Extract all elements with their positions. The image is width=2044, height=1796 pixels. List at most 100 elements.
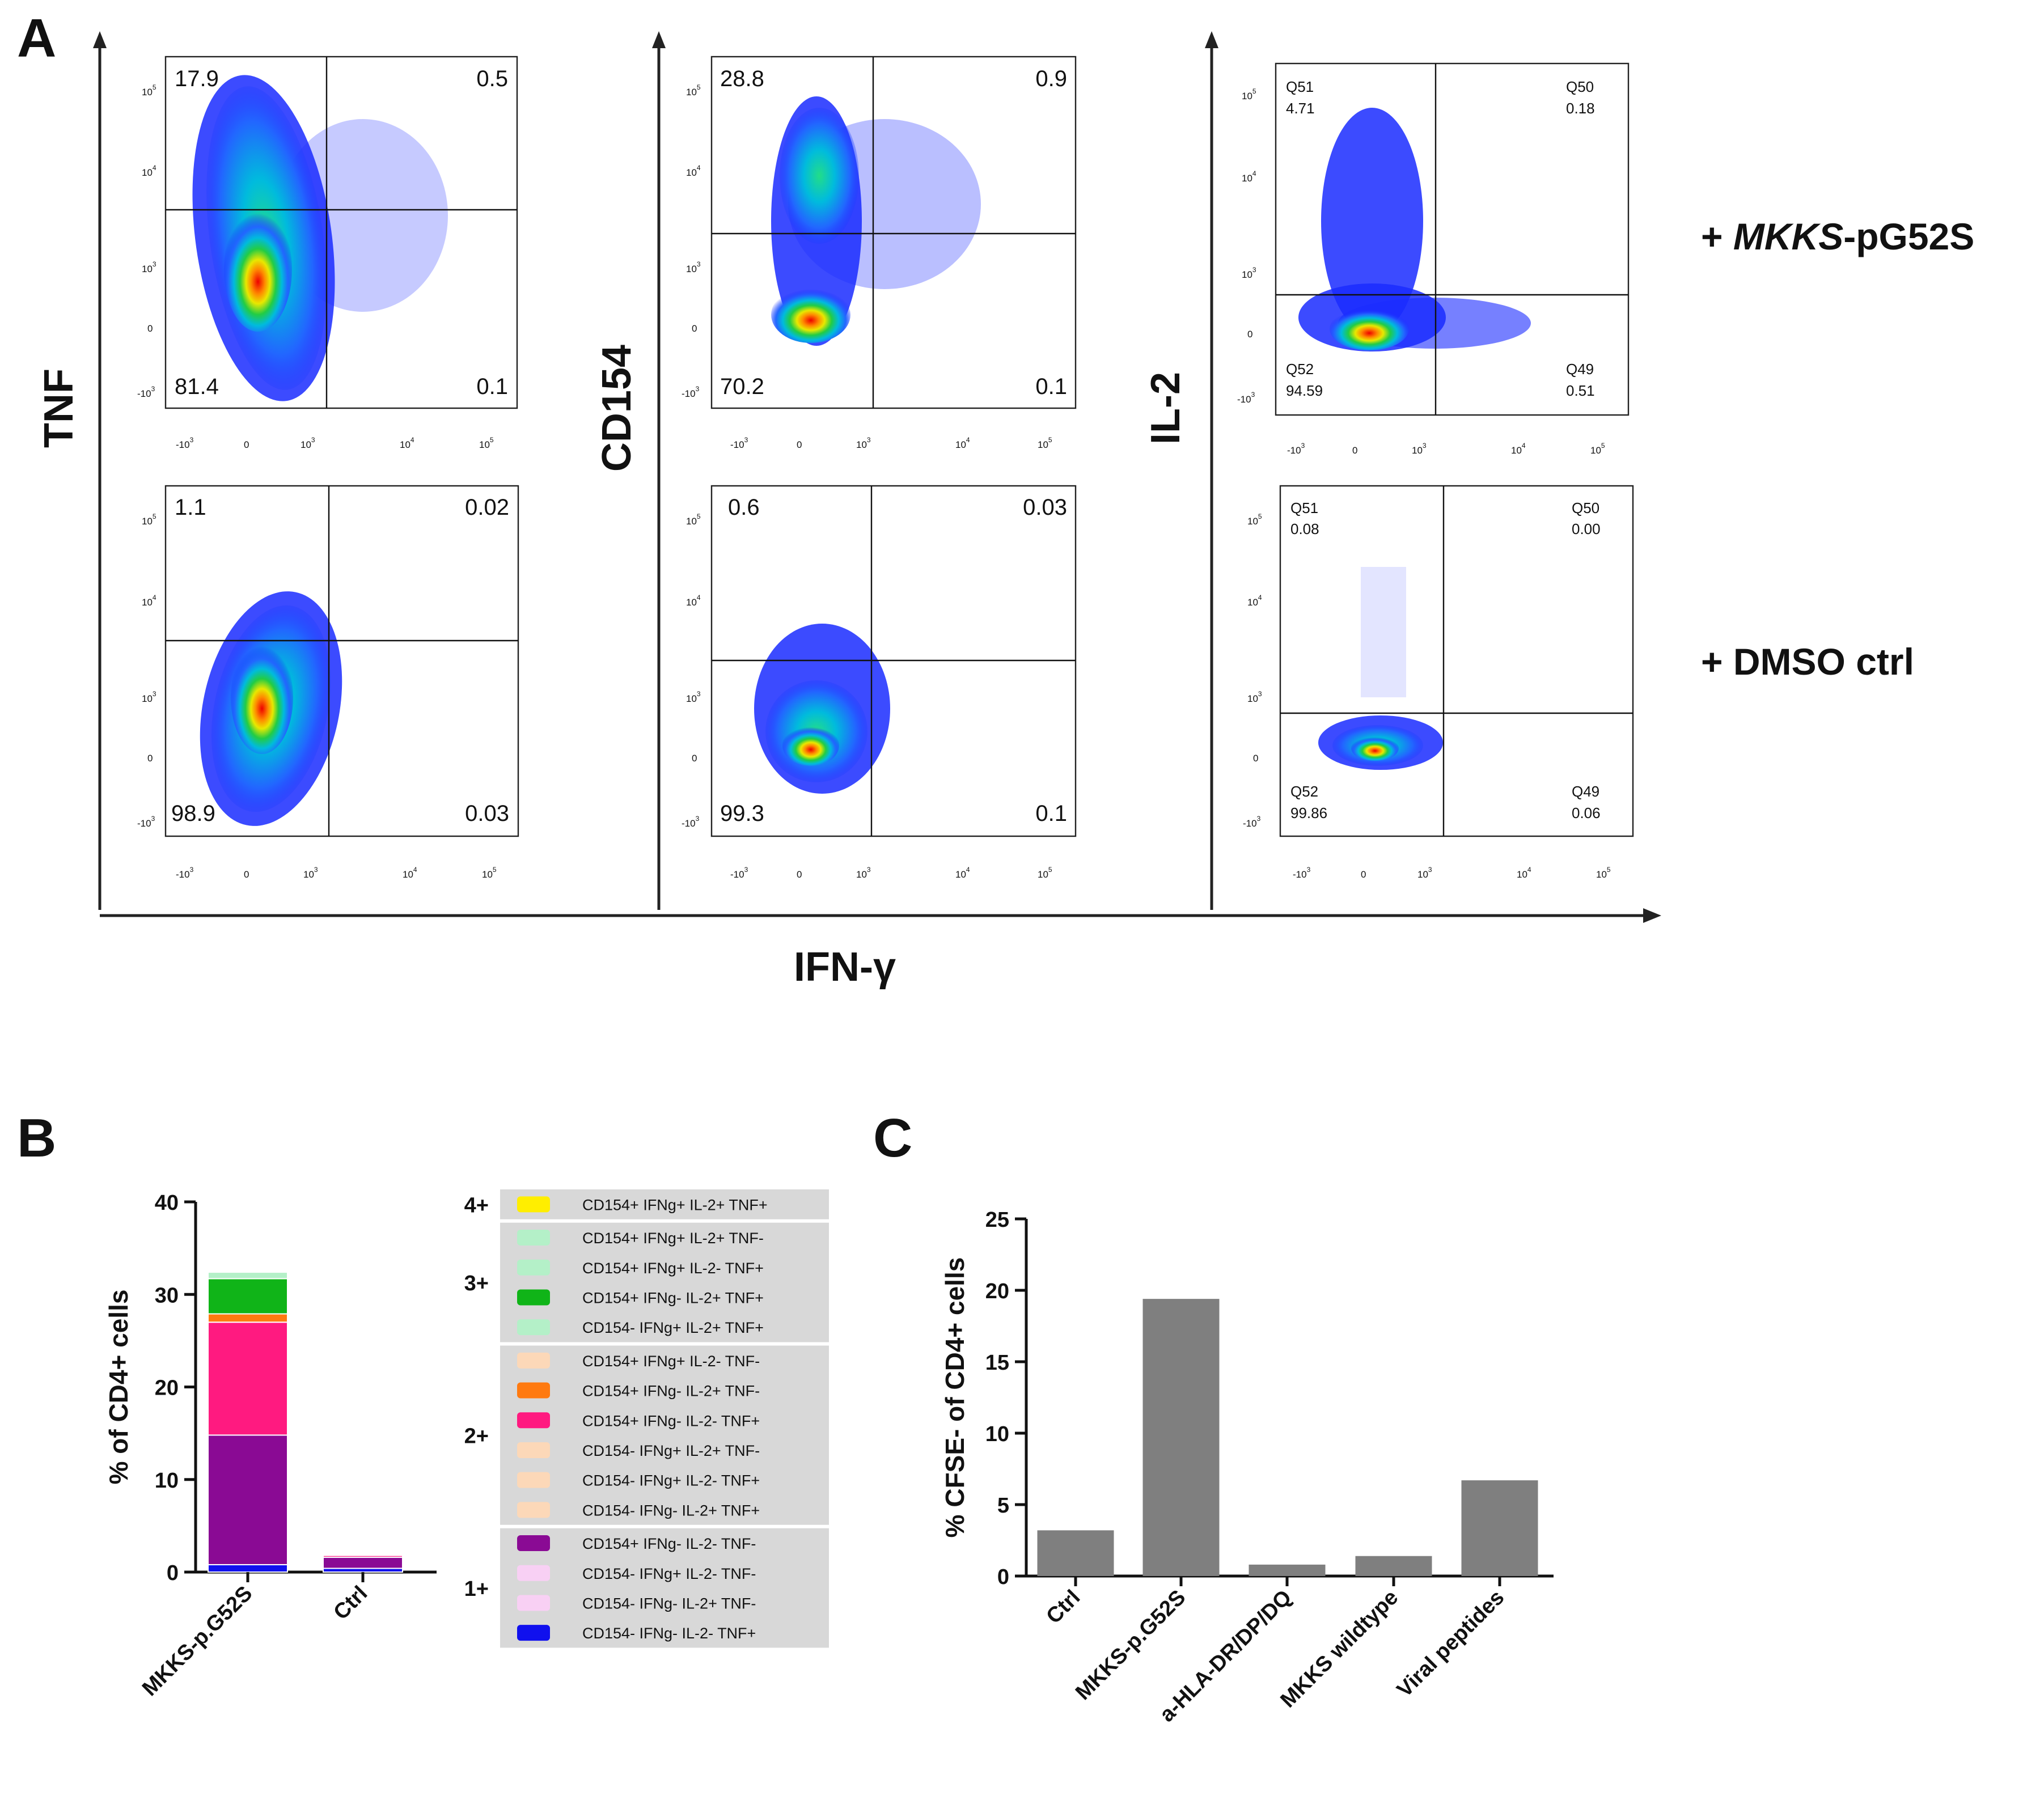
cell-population [200, 591, 342, 826]
x-tick-0: 0 [797, 439, 802, 450]
y-tick-1e5: 105 [686, 83, 701, 98]
legend-swatch [517, 1259, 550, 1276]
x-tick-1e4: 104 [400, 436, 414, 450]
y-tick-1e4: 104 [1242, 170, 1256, 184]
x-tick-1e5: 105 [1590, 442, 1605, 456]
q-ll: 99.3 [720, 801, 764, 826]
legend-entry-label: CD154+ IFNg- IL-2+ TNF- [582, 1383, 760, 1400]
q-ur: 0.18 [1566, 100, 1595, 117]
q-ur: 0.9 [1035, 66, 1067, 91]
y-tick-1e5: 105 [142, 83, 156, 98]
cell-population [1318, 567, 1443, 770]
q-ll: 98.9 [171, 801, 215, 826]
y-tick-label: 30 [155, 1284, 179, 1307]
y-ticks-plot-4: 105 104 103 0 -103 [137, 512, 156, 829]
legend-entry-label: CD154+ IFNg- IL-2- TNF+ [582, 1412, 760, 1429]
x-tick-0: 0 [244, 869, 249, 880]
x-tick-label: Ctrl [1042, 1586, 1085, 1629]
q-lr: 0.1 [476, 374, 508, 399]
y-tick-1e5: 105 [142, 512, 156, 527]
y-label-il2: IL-2 [1143, 372, 1188, 444]
bar [1461, 1480, 1538, 1576]
q-lr: 0.51 [1566, 382, 1595, 399]
y-ticks-plot-2: 105 104 103 0 -103 [682, 83, 701, 399]
x-tick-label: MKKS-p.G52S [138, 1582, 257, 1701]
q-ll: 81.4 [175, 374, 219, 399]
panel-label-b: B [17, 1108, 56, 1168]
x-ticks-plot-2: -103 0 103 104 105 [730, 436, 1052, 450]
legend-entry-label: CD154- IFNg- IL-2- TNF+ [582, 1625, 756, 1642]
y-tick-neg: -103 [137, 815, 155, 829]
y-ticks-plot-3: 105 104 103 0 -103 [1237, 87, 1256, 405]
x-tick-1e4: 104 [955, 866, 970, 880]
x-arrow [1643, 908, 1661, 923]
y-arrow-3 [1205, 31, 1218, 48]
y-tick-label: 10 [985, 1422, 1009, 1446]
x-tick-neg: -103 [1293, 866, 1311, 880]
q-lr-name: Q49 [1572, 783, 1599, 800]
x-tick-1e5: 105 [1596, 866, 1611, 880]
flow-plot-tnf-dmso: 1.1 0.02 98.9 0.03 [164, 485, 519, 837]
y-ticks-plot-6: 105 104 103 0 -103 [1243, 512, 1262, 829]
y-label-cd154: CD154 [594, 345, 640, 472]
bar-segment [208, 1564, 288, 1573]
y-axis-label: % CFSE- of CD4+ cells [940, 1257, 970, 1538]
bar-segment [208, 1272, 288, 1280]
y-tick-1e4: 104 [686, 594, 701, 608]
x-tick-1e5: 105 [1038, 436, 1052, 450]
legend-group-label: 2+ [464, 1425, 489, 1448]
q-ul: 28.8 [720, 66, 764, 91]
x-tick-1e3: 103 [301, 436, 315, 450]
q-ul: 1.1 [175, 495, 206, 520]
legend-entry-label: CD154- IFNg+ IL-2+ TNF- [582, 1442, 760, 1459]
x-ticks-plot-5: -103 0 103 104 105 [730, 866, 1052, 880]
x-tick-1e5: 105 [479, 436, 494, 450]
y-tick-1e3: 103 [686, 690, 701, 704]
y-tick-label: 25 [985, 1208, 1009, 1232]
bar [1249, 1564, 1326, 1576]
legend-group-box [500, 1222, 829, 1342]
y-arrow-2 [652, 31, 666, 48]
q-ul: 0.08 [1290, 520, 1319, 537]
legend-swatch [517, 1382, 550, 1399]
x-tick-1e3: 103 [856, 866, 871, 880]
legend-b: 4+ CD154+ IFNg+ IL-2+ TNF+ 3+ CD154+ IFNg+ … [464, 1189, 829, 1648]
x-tick-1e4: 104 [1511, 442, 1526, 456]
q-lr-name: Q49 [1566, 361, 1594, 378]
x-tick-1e3: 103 [1412, 442, 1427, 456]
x-tick-neg: -103 [730, 866, 748, 880]
legend-entry-label: CD154+ IFNg+ IL-2+ TNF+ [582, 1196, 768, 1213]
legend-entry-label: CD154+ IFNg- IL-2+ TNF+ [582, 1289, 764, 1306]
q-ur: 0.03 [1023, 495, 1067, 520]
q-ur-name: Q50 [1566, 78, 1594, 95]
legend-group-box [500, 1528, 829, 1648]
q-ul: 4.71 [1286, 100, 1315, 117]
y-tick-1e3: 103 [142, 260, 156, 274]
y-tick-0: 0 [147, 753, 153, 764]
panel-label-a: A [17, 8, 56, 69]
x-ticks-plot-1: -103 0 103 104 105 [176, 436, 494, 450]
cell-population [771, 96, 981, 346]
legend-swatch [517, 1352, 550, 1369]
y-tick-1e5: 105 [1247, 512, 1262, 527]
q-lr: 0.03 [465, 801, 509, 826]
x-tick-label: Viral peptides [1393, 1586, 1509, 1702]
bar [1355, 1556, 1432, 1576]
bar-segment [208, 1313, 288, 1323]
y-tick-label: 5 [997, 1494, 1009, 1518]
panel-label-c: C [873, 1108, 912, 1168]
flow-plot-cd154-mkks: 28.8 0.9 70.2 0.1 [710, 56, 1077, 409]
x-tick-1e4: 104 [1517, 866, 1531, 880]
flow-tick-labels: 105 104 103 0 -103 -103 0 103 104 105 10… [137, 83, 1611, 880]
legend-group-label: 1+ [464, 1577, 489, 1601]
bar-segment [208, 1278, 288, 1315]
flow-plot-cd154-dmso: 0.6 0.03 99.3 0.1 [710, 485, 1077, 837]
x-tick-1e3: 103 [1417, 866, 1432, 880]
y-tick-0: 0 [147, 323, 153, 334]
cell-population [754, 624, 890, 794]
x-tick-1e5: 105 [482, 866, 497, 880]
x-ticks-plot-6: -103 0 103 104 105 [1293, 866, 1611, 880]
y-tick-label: 20 [985, 1280, 1009, 1303]
y-tick-1e5: 105 [686, 512, 701, 527]
stacked-bar-chart-b: 0 10 20 30 40 % of CD4+ cells MKKS-p.G52S Ctrl [104, 1191, 437, 1701]
